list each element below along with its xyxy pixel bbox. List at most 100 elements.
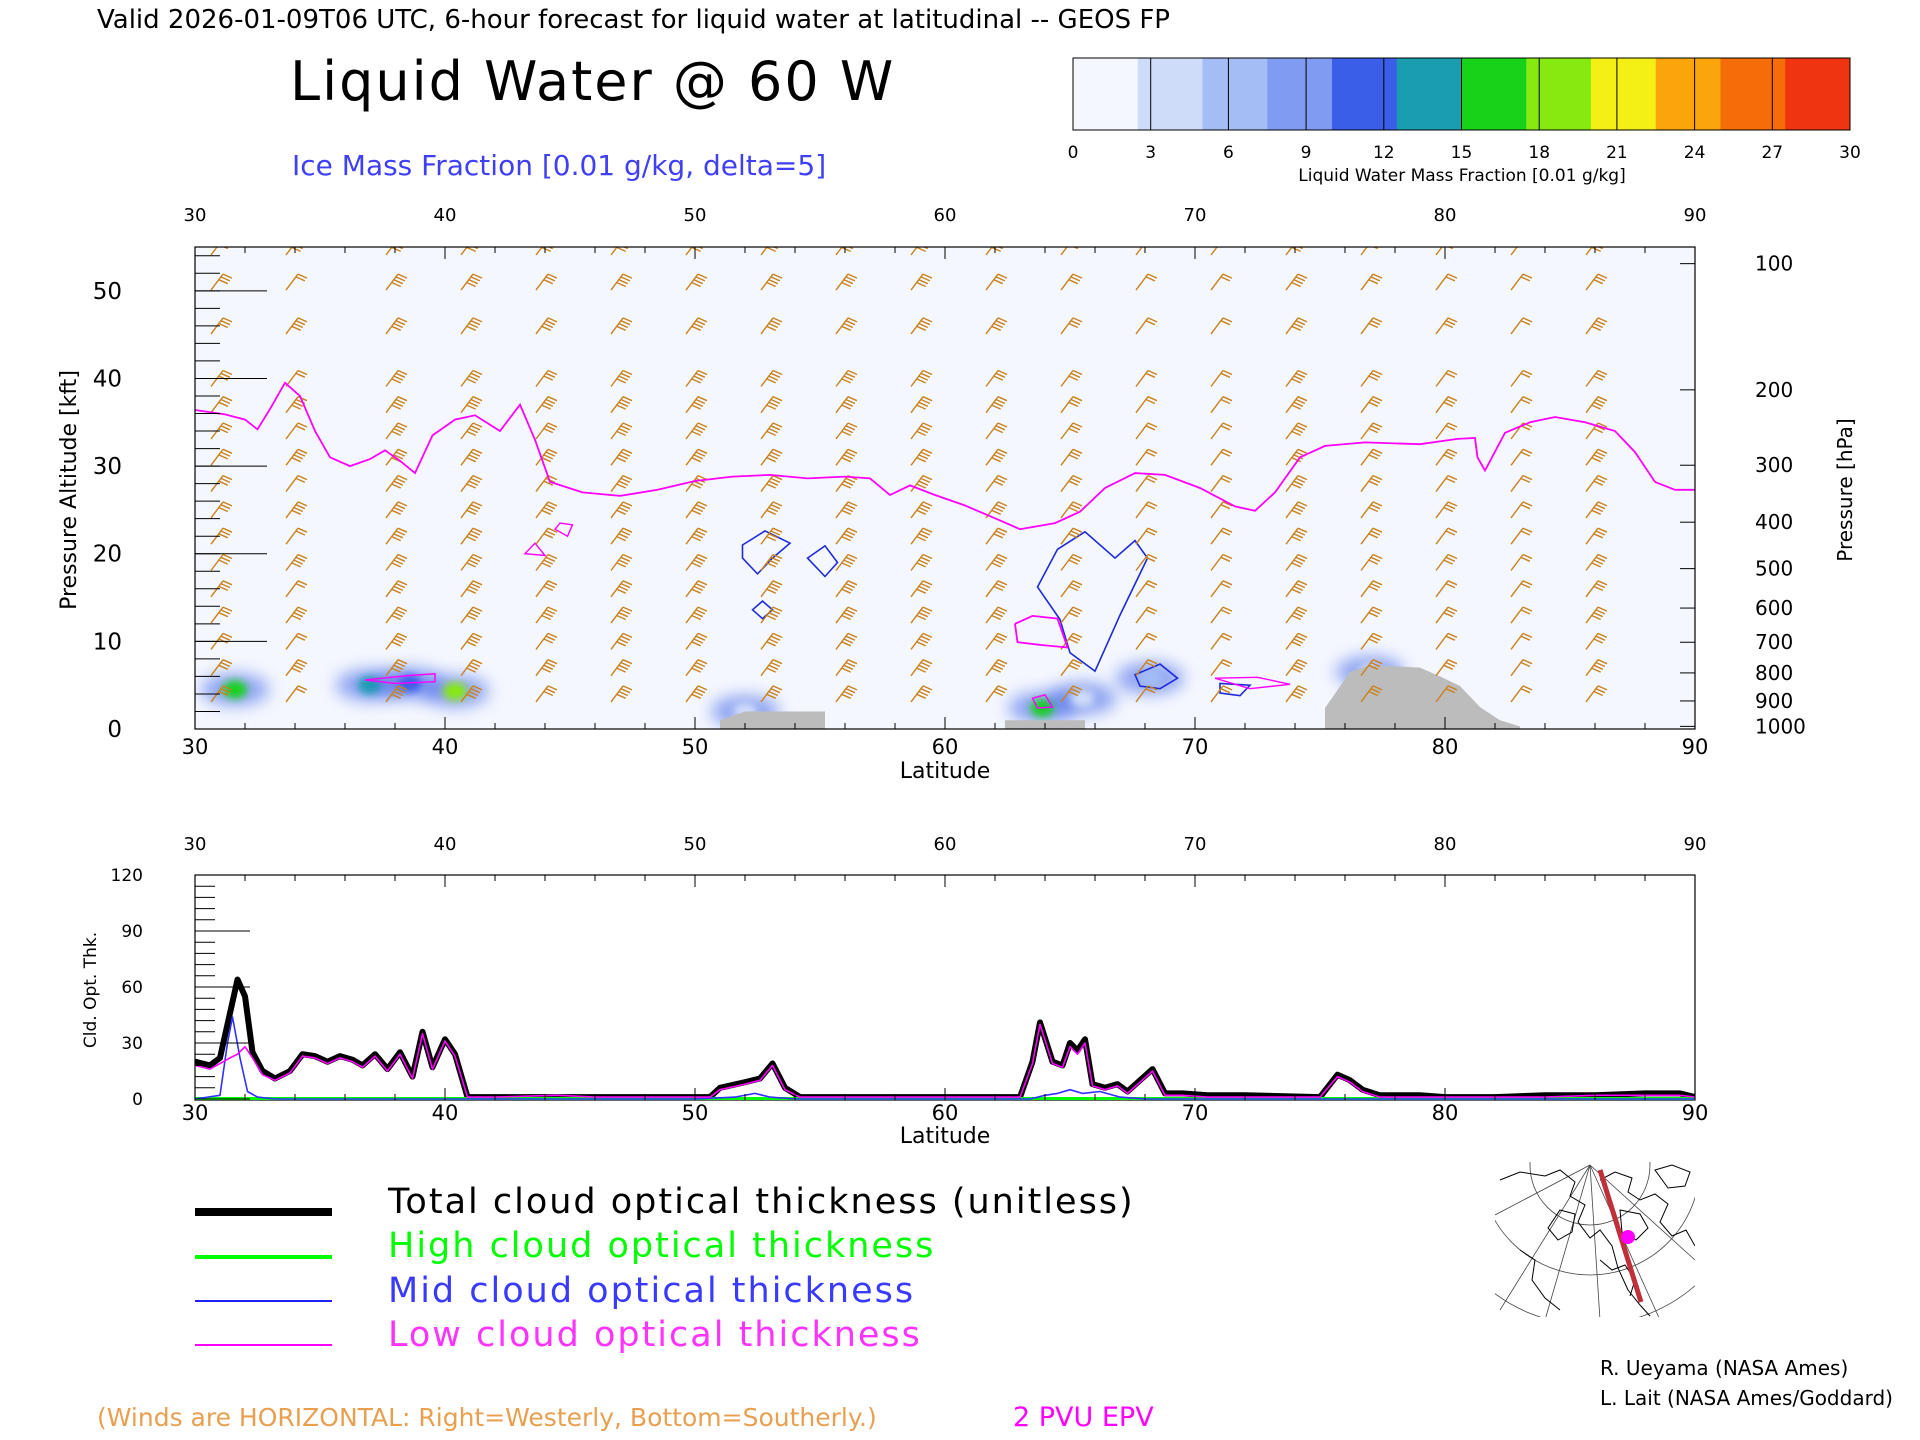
barb-feather bbox=[920, 635, 931, 641]
barb-feather bbox=[1591, 509, 1601, 515]
barb-feather bbox=[543, 279, 554, 285]
barb-feather bbox=[222, 632, 233, 639]
barb-feather bbox=[1068, 279, 1079, 285]
barb-feather bbox=[922, 273, 933, 279]
barb-feather bbox=[766, 281, 776, 288]
barb-feather bbox=[468, 427, 479, 434]
wind-barb bbox=[285, 501, 308, 519]
barb-feather bbox=[1368, 638, 1379, 644]
barb-feather bbox=[397, 369, 408, 376]
x-tick-label-top: 70 bbox=[1184, 205, 1207, 226]
barb-feather bbox=[995, 556, 1006, 562]
barb-feather bbox=[618, 533, 629, 539]
x-tick-label: 30 bbox=[182, 735, 209, 759]
wind-barb bbox=[685, 448, 708, 466]
barb-feather bbox=[472, 369, 483, 376]
barb-feather bbox=[620, 451, 631, 457]
wind-barb bbox=[985, 580, 1008, 598]
barb-feather bbox=[395, 398, 406, 405]
barb-feather bbox=[847, 527, 858, 533]
barb-feather bbox=[1222, 580, 1233, 586]
barb-feather bbox=[1446, 242, 1455, 246]
barb-feather bbox=[1520, 398, 1531, 405]
barb-feather bbox=[1368, 427, 1379, 434]
wind-barb bbox=[285, 422, 308, 440]
barb-feather bbox=[1522, 317, 1533, 323]
colorbar-swatch bbox=[1073, 58, 1139, 130]
barb-feather bbox=[922, 553, 933, 560]
barb-feather bbox=[543, 454, 554, 460]
barb-feather bbox=[295, 609, 306, 615]
barb-feather bbox=[766, 562, 776, 568]
wind-barb bbox=[535, 606, 558, 624]
barb-feather bbox=[916, 430, 926, 437]
barb-feather bbox=[1297, 396, 1308, 402]
wind-barb bbox=[460, 501, 483, 519]
barb-feather bbox=[397, 553, 408, 560]
barb-feather bbox=[845, 372, 856, 378]
barb-feather bbox=[395, 372, 406, 378]
sub-plot-frame bbox=[194, 874, 1696, 1101]
barb-feather bbox=[1595, 276, 1606, 282]
wind-barb bbox=[535, 580, 558, 598]
barb-feather bbox=[922, 396, 933, 402]
wind-barb bbox=[1510, 685, 1533, 703]
barb-feather bbox=[291, 667, 301, 673]
barb-feather bbox=[291, 562, 301, 568]
sub-x-tick-label: 70 bbox=[1182, 1101, 1209, 1125]
wind-barb bbox=[460, 396, 483, 414]
sub-panel: 30 30 40 40 50 50 60 60 70 70 80 80 90 90 0 30 60 90 120 C… bbox=[81, 834, 1708, 1149]
barb-feather bbox=[847, 659, 858, 665]
barb-feather bbox=[916, 588, 926, 594]
barb-feather bbox=[1295, 582, 1306, 589]
wind-barb bbox=[1210, 317, 1233, 335]
barb-feather bbox=[295, 320, 306, 326]
barb-feather bbox=[391, 641, 401, 647]
x-tick-label: 60 bbox=[932, 735, 959, 759]
barb-feather bbox=[1068, 454, 1079, 460]
wind-barb bbox=[610, 685, 633, 703]
barb-feather bbox=[393, 664, 404, 670]
barb-feather bbox=[691, 430, 701, 437]
wind-barb bbox=[1285, 474, 1308, 493]
barb-feather bbox=[1370, 661, 1381, 668]
barb-feather bbox=[998, 239, 1007, 243]
barb-feather bbox=[1445, 320, 1456, 326]
barb-feather bbox=[695, 530, 706, 536]
barb-feather bbox=[1520, 477, 1531, 484]
barb-feather bbox=[772, 659, 783, 665]
barb-feather bbox=[1520, 635, 1531, 641]
barb-feather bbox=[618, 454, 629, 460]
barb-feather bbox=[993, 454, 1004, 460]
barb-feather bbox=[297, 422, 308, 428]
barb-feather bbox=[1591, 247, 1601, 253]
barb-feather bbox=[766, 509, 776, 515]
barb-feather bbox=[545, 556, 556, 562]
wind-barb bbox=[1060, 422, 1083, 440]
barb-feather bbox=[1297, 422, 1308, 428]
barb-feather bbox=[293, 454, 304, 460]
barb-feather bbox=[622, 553, 633, 560]
wind-barb bbox=[1285, 422, 1308, 440]
barb-feather bbox=[1297, 448, 1308, 454]
barb-feather bbox=[1596, 242, 1605, 246]
barb-feather bbox=[220, 530, 231, 536]
barb-feather bbox=[1071, 242, 1080, 246]
barb-feather bbox=[297, 685, 308, 691]
barb-feather bbox=[843, 533, 854, 539]
barb-feather bbox=[995, 635, 1006, 641]
barb-feather bbox=[470, 582, 481, 589]
barb-feather bbox=[993, 559, 1004, 565]
barb-feather bbox=[1296, 242, 1305, 246]
barb-feather bbox=[293, 506, 304, 513]
barb-feather bbox=[1295, 398, 1306, 405]
wind-barb bbox=[1585, 448, 1608, 466]
credit-lait: L. Lait (NASA Ames/Goddard) bbox=[1600, 1386, 1893, 1410]
barb-feather bbox=[1295, 661, 1306, 668]
barb-feather bbox=[223, 239, 232, 243]
barb-feather bbox=[1293, 638, 1304, 644]
barb-feather bbox=[766, 378, 776, 384]
barb-feather bbox=[393, 638, 404, 644]
barb-feather bbox=[691, 281, 701, 288]
wind-barb bbox=[285, 474, 308, 493]
